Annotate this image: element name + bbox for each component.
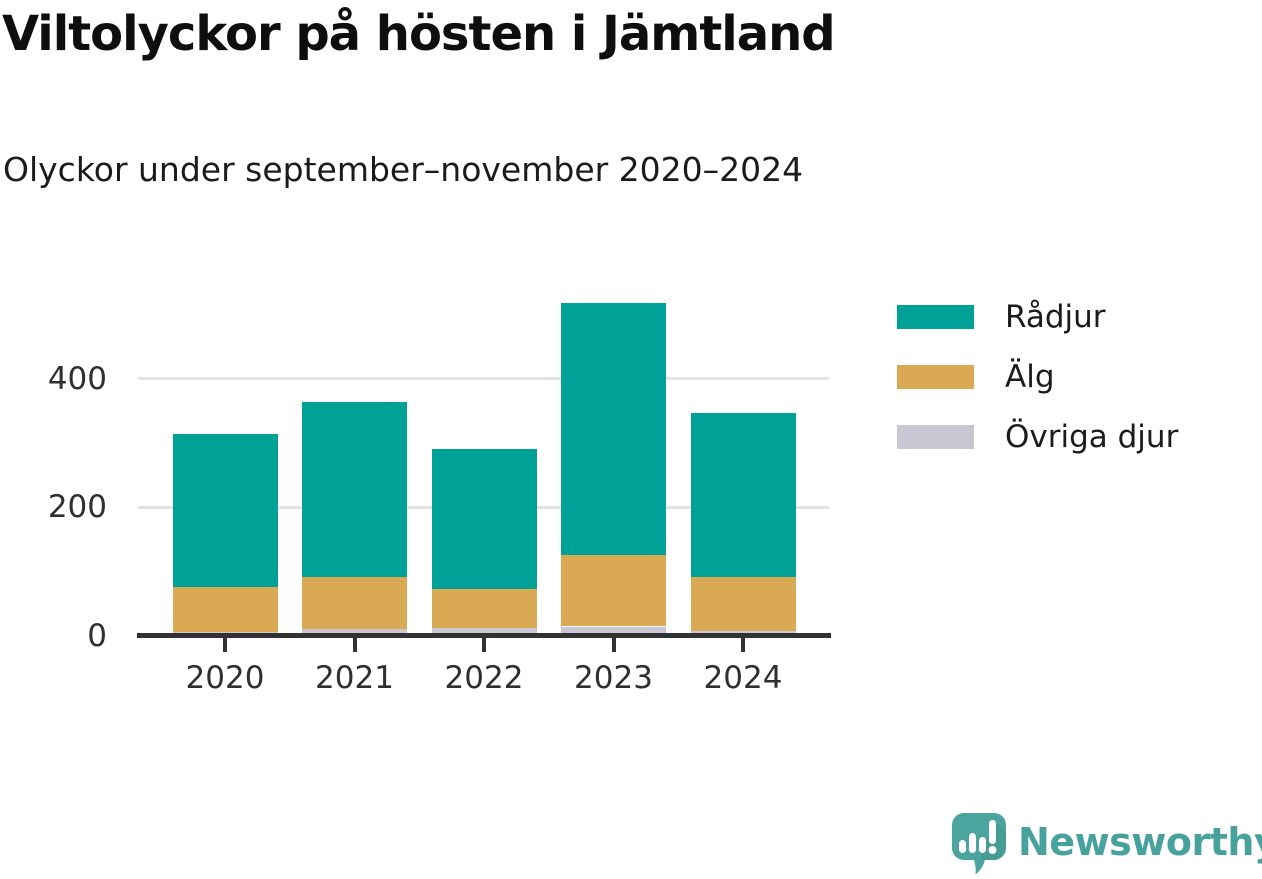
bar-segment-alg-2021 [302,577,407,629]
legend-swatch-alg [897,365,974,389]
bar-segment-radjur-2024 [690,413,796,577]
legend-label-alg: Älg [1005,359,1055,395]
chart-subtitle: Olyckor under september–november 2020–20… [3,150,804,189]
y-axis-tick-label: 200 [47,489,107,525]
x-axis-label-2022: 2022 [444,660,524,696]
bar-segment-alg-2022 [431,589,537,629]
legend-swatch-ovriga-djur [897,425,974,449]
x-axis-tick-2022 [482,638,486,652]
x-axis-tick-2021 [352,638,357,652]
x-axis-label-2023: 2023 [574,660,653,696]
bar-segment-radjur-2020 [172,434,278,587]
x-axis-tick-2023 [611,638,616,652]
legend-item-ovriga-djur: Övriga djur [897,419,1178,455]
legend-item-radjur: Rådjur [897,299,1106,335]
bar-segment-radjur-2022 [431,449,537,590]
bar-segment-ovriga-djur-2021 [302,629,407,636]
newsworthy-logo-text: Newsworthy [1018,820,1262,864]
bar-segment-ovriga-djur-2022 [431,628,537,636]
bar-segment-alg-2023 [561,555,666,627]
x-axis-label-2020: 2020 [185,660,265,696]
bar-segment-alg-2024 [690,577,796,631]
x-axis-tick-2024 [741,638,745,652]
bar-segment-radjur-2023 [561,302,666,556]
gridline-400 [138,377,829,380]
x-axis-tick-2020 [223,638,227,652]
legend-item-alg: Älg [897,359,1055,395]
x-axis-line [137,633,831,638]
chart-title: Viltolyckor på hösten i Jämtland [2,6,836,62]
bar-segment-alg-2020 [172,586,278,632]
newsworthy-logo-icon [952,813,1006,879]
legend-swatch-radjur [897,305,974,329]
x-axis-label-2024: 2024 [703,660,783,696]
y-axis-tick-label: 0 [87,617,107,654]
legend-label-ovriga-djur: Övriga djur [1005,419,1179,455]
bar-segment-ovriga-djur-2023 [561,626,666,636]
bar-segment-radjur-2021 [302,402,407,578]
y-axis-tick-label: 400 [47,360,107,397]
x-axis-label-2021: 2021 [315,660,394,696]
legend-label-radjur: Rådjur [1005,299,1106,335]
